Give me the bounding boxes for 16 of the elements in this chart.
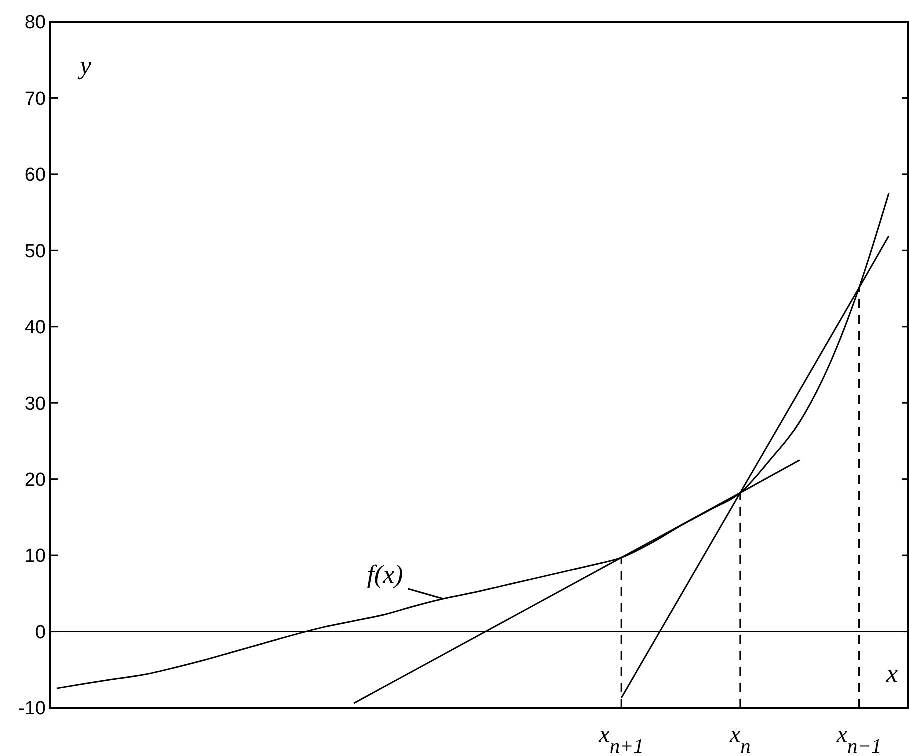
y-tick-label: 40 xyxy=(24,318,46,339)
x-tick-label: x$_{n}$ xyxy=(729,722,751,756)
y-tick-label: 80 xyxy=(24,12,46,34)
y-tick-label: 10 xyxy=(24,546,46,568)
y-tick-label: 30 xyxy=(24,394,46,415)
y-tick-label: 20 xyxy=(24,470,46,491)
y-axis-title: y xyxy=(77,51,92,80)
x-axis-title: x xyxy=(885,659,898,688)
y-tick-label: 0 xyxy=(35,622,46,644)
y-tick-label: 50 xyxy=(24,241,46,262)
x-tick-label: x$_{n−1}$ xyxy=(836,722,882,756)
series-label: f(x) xyxy=(367,560,404,589)
x-tick-label: x$_{n+1}$ xyxy=(598,722,644,756)
y-tick-label: -10 xyxy=(18,698,46,720)
y-tick-label: 70 xyxy=(24,88,46,110)
y-tick-label: 60 xyxy=(24,165,46,186)
